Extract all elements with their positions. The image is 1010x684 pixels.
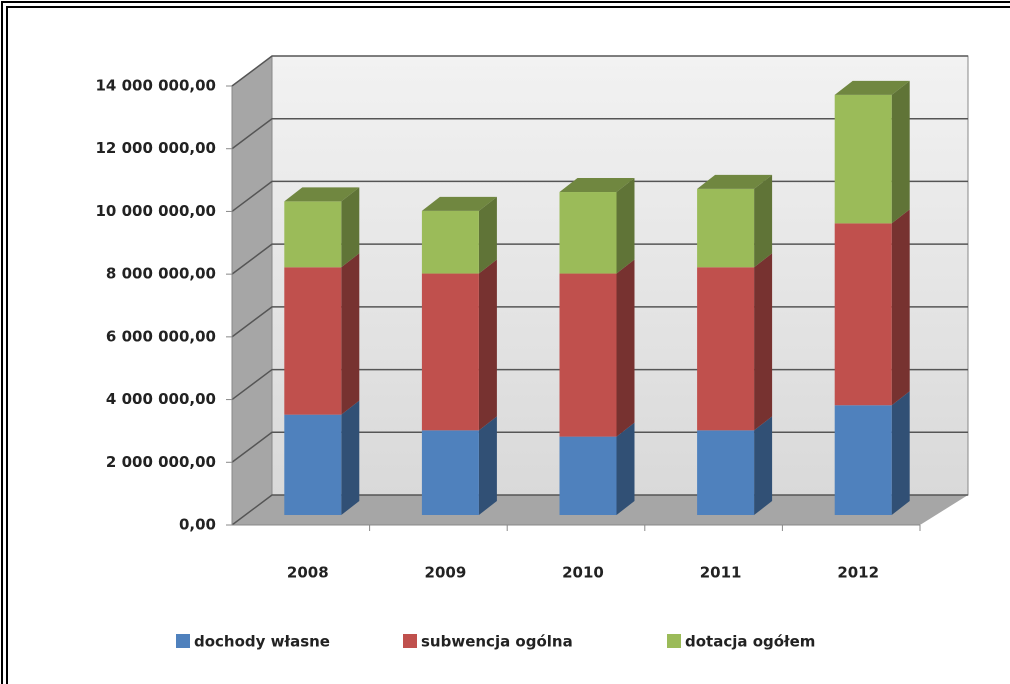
bar	[421, 210, 479, 274]
bar-side	[478, 259, 497, 431]
bar	[284, 414, 342, 515]
bar	[421, 430, 479, 515]
bar-top	[421, 196, 497, 211]
y-tick-label: 0,00	[179, 516, 216, 534]
y-tick-label: 2 000 000,00	[106, 453, 216, 471]
side-wall	[232, 56, 272, 525]
grid-line	[231, 117, 968, 150]
x-tick-label: 2008	[287, 564, 329, 582]
bar-top	[284, 187, 360, 202]
bar	[697, 267, 755, 431]
bar	[834, 405, 892, 515]
bar-side	[616, 422, 635, 515]
bar-side	[341, 187, 360, 268]
bar-side	[891, 209, 910, 406]
legend-label: dotacja ogółem	[685, 633, 815, 651]
x-tick-label: 2010	[562, 564, 604, 582]
y-tick-label: 12 000 000,00	[95, 139, 216, 157]
bar-side	[341, 400, 360, 515]
y-tick-label: 8 000 000,00	[106, 265, 216, 283]
legend-swatch	[667, 634, 681, 648]
bar-side	[754, 253, 773, 431]
legend-swatch	[403, 634, 417, 648]
grid-line	[231, 55, 968, 87]
bar-side	[478, 196, 497, 274]
bar-side	[754, 416, 773, 515]
x-tick-label: 2012	[837, 564, 879, 582]
legend-label: subwencja ogólna	[421, 633, 573, 651]
bar-top	[559, 178, 635, 193]
y-tick-label: 6 000 000,00	[106, 327, 216, 345]
bar	[559, 273, 617, 437]
bar-side	[891, 391, 910, 515]
x-tick-label: 2011	[700, 564, 742, 582]
bar	[559, 436, 617, 515]
y-tick-label: 10 000 000,00	[95, 202, 216, 220]
bar-side	[341, 253, 360, 415]
bar	[834, 223, 892, 406]
legend-swatch	[176, 634, 190, 648]
y-tick-label: 4 000 000,00	[106, 390, 216, 408]
bar	[421, 273, 479, 431]
bar-side	[616, 178, 635, 274]
bar	[697, 188, 755, 268]
bar	[834, 94, 892, 224]
bar	[559, 192, 617, 274]
y-tick-label: 14 000 000,00	[95, 77, 216, 95]
bar-top	[834, 80, 910, 95]
bar-side	[754, 174, 773, 268]
bar	[697, 430, 755, 515]
x-tick-label: 2009	[425, 564, 467, 582]
bar-top	[697, 174, 773, 189]
bar-side	[616, 259, 635, 437]
bar	[284, 267, 342, 415]
bar-side	[891, 80, 910, 224]
bar	[284, 201, 342, 268]
bar-side	[478, 416, 497, 515]
legend-label: dochody własne	[194, 633, 330, 651]
